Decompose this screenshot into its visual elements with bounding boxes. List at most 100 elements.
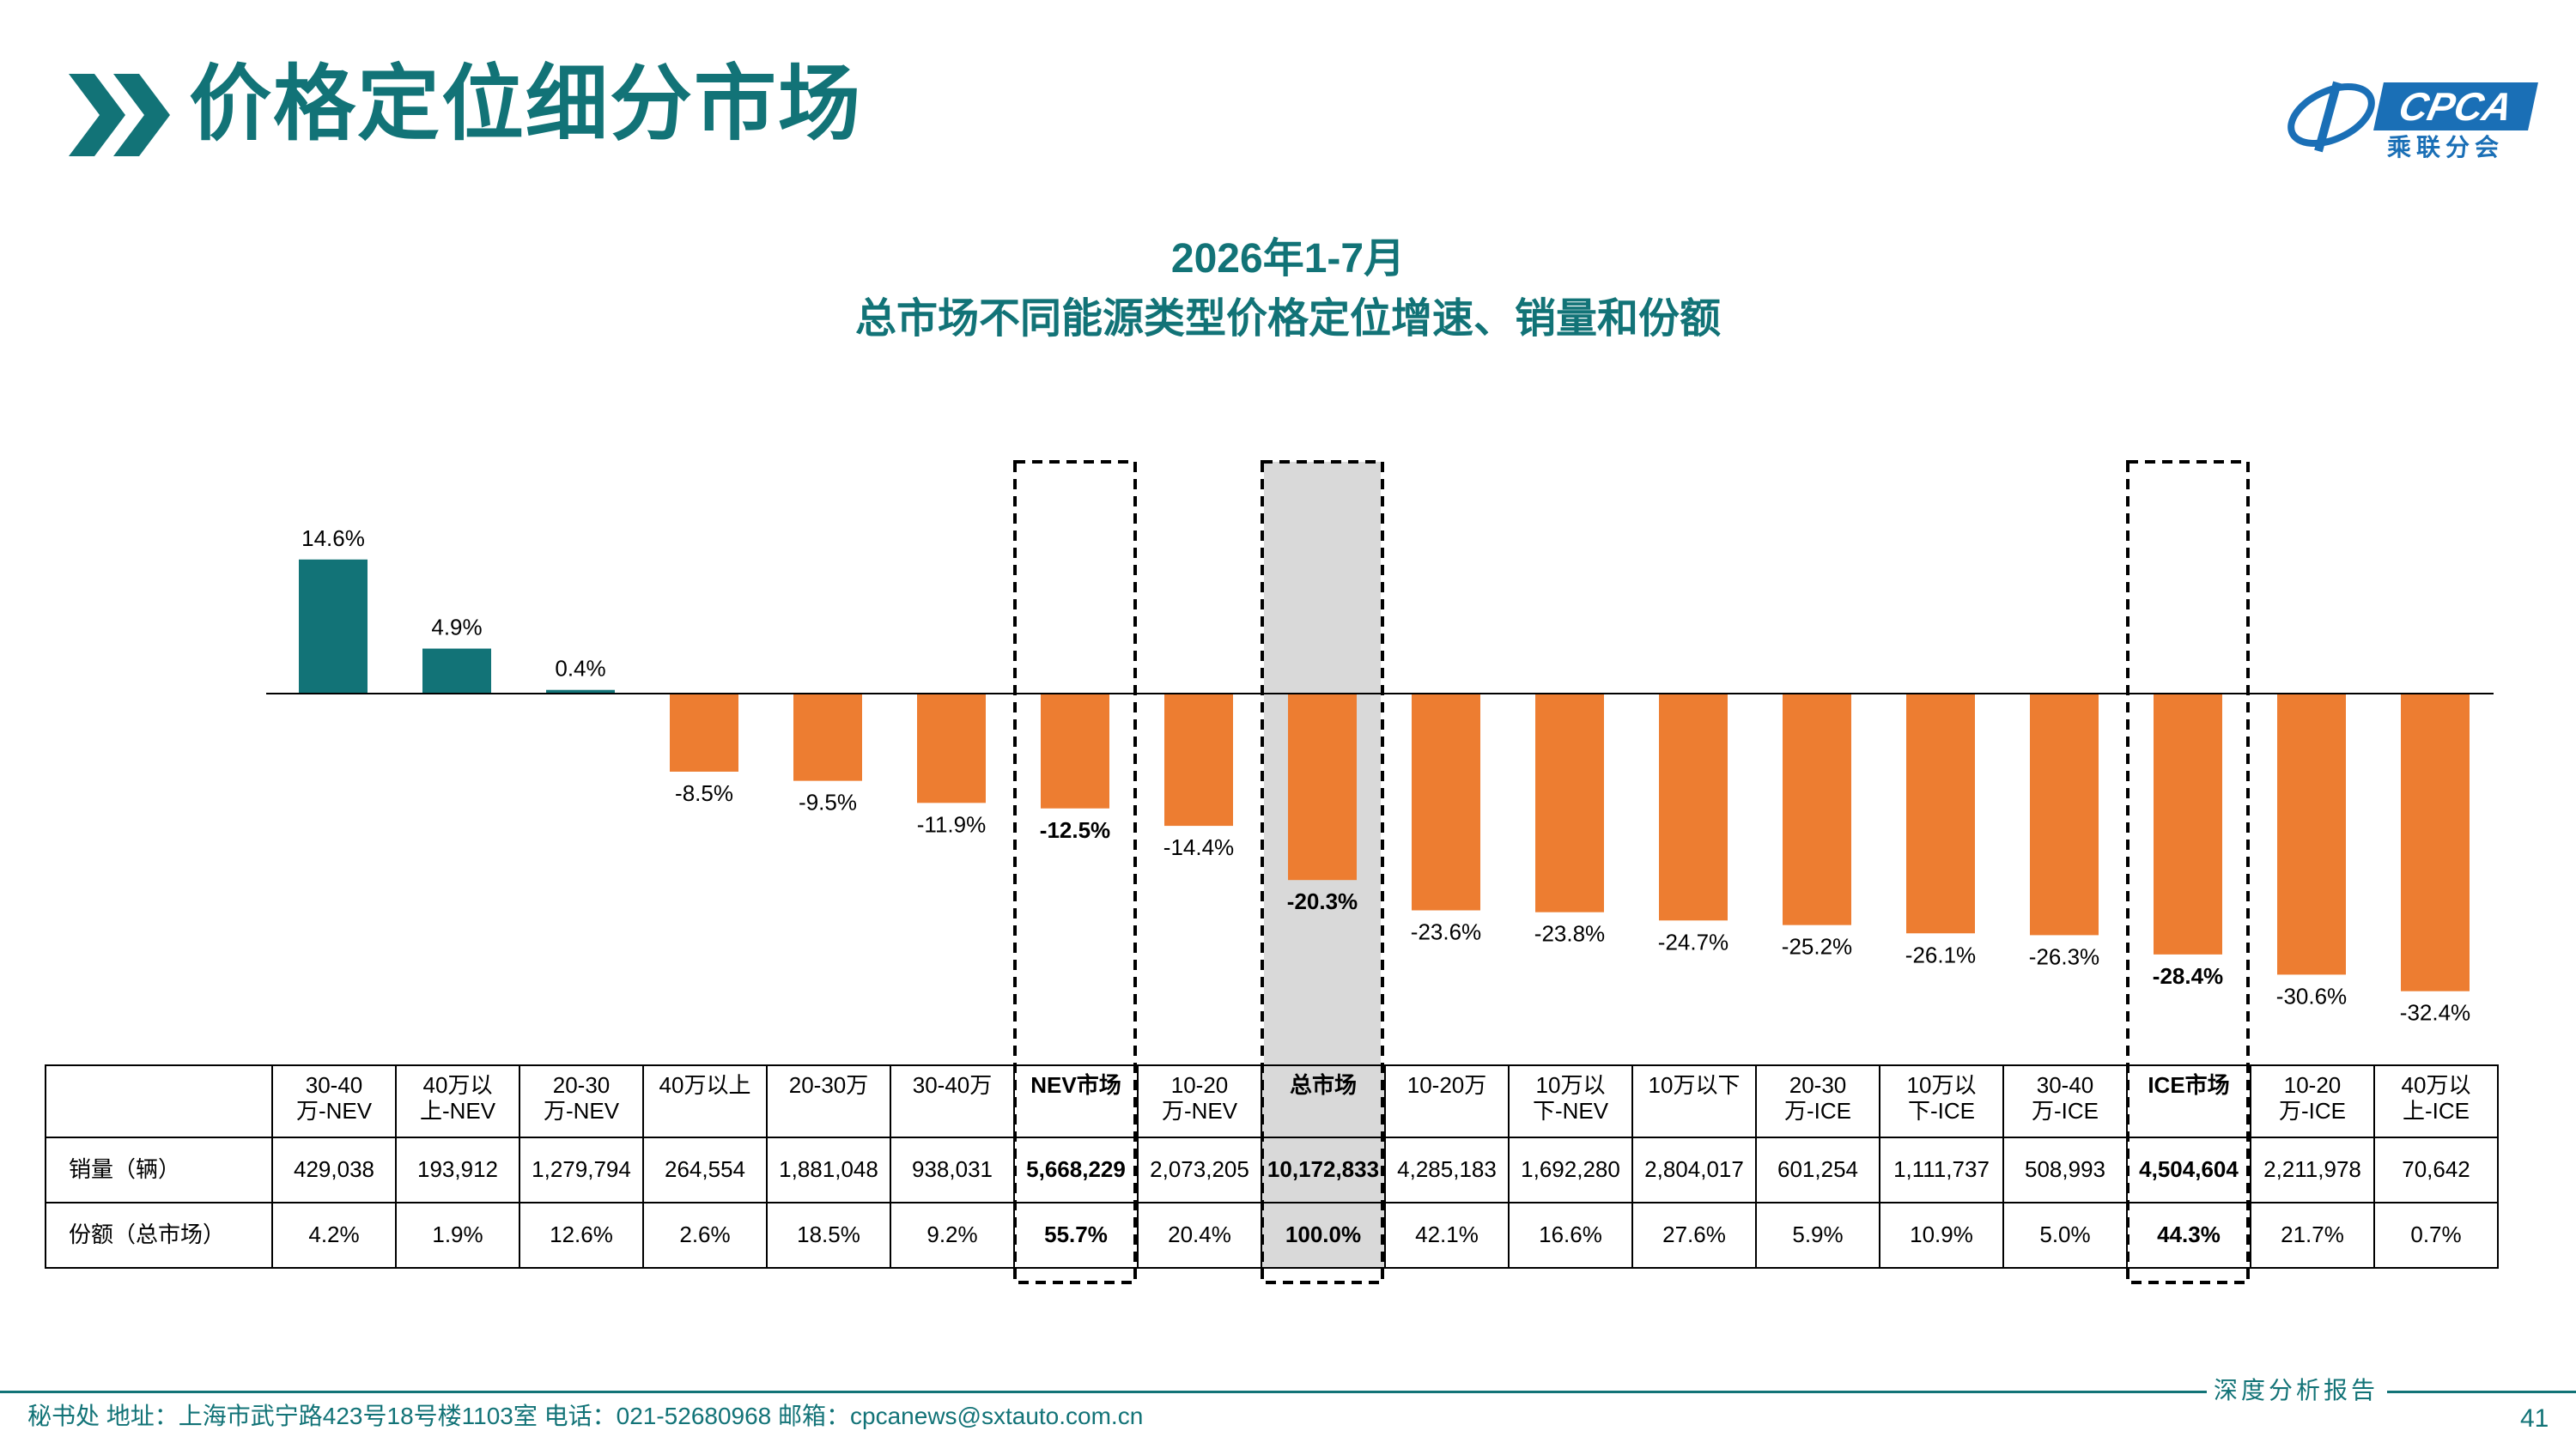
bar (1288, 694, 1357, 881)
sales-cell: 508,993 (2002, 1137, 2128, 1203)
share-cell: 5.9% (1755, 1202, 1880, 1269)
bar (299, 559, 368, 694)
table-header-text: 10万以 (1906, 1072, 1977, 1098)
share-cell: 100.0% (1261, 1202, 1386, 1269)
table-header-text: 40万以上 (659, 1072, 751, 1098)
bar (546, 689, 615, 694)
table-header-cell: 10万以下 (1631, 1064, 1757, 1138)
table-header-cell: 30-40 万-ICE (2002, 1064, 2128, 1138)
table-header-text: 30-40万 (912, 1072, 993, 1098)
share-cell: 9.2% (890, 1202, 1015, 1269)
sales-cell: 2,804,017 (1631, 1137, 1757, 1203)
table-header-cell: 20-30万 (766, 1064, 891, 1138)
table-header-cell: 总市场 (1261, 1064, 1386, 1138)
share-cell: 10.9% (1879, 1202, 2004, 1269)
footer-contact: 秘书处 地址：上海市武宁路423号18号楼1103室 电话：021-526809… (27, 1403, 1144, 1429)
bar-value-label: -8.5% (675, 780, 733, 806)
share-cell: 0.7% (2373, 1202, 2499, 1269)
table-header-cell: 30-40 万-NEV (271, 1064, 397, 1138)
bar-value-label: -30.6% (2276, 983, 2347, 1009)
cpca-logo (2284, 72, 2542, 167)
chart-subtitle: 总市场不同能源类型价格定位增速、销量和份额 (854, 296, 1721, 342)
bar-value-label: -24.7% (1658, 929, 1728, 955)
bar-value-label: -26.3% (2029, 943, 2099, 969)
table-header-text: 10万以下 (1648, 1072, 1741, 1098)
table-header-text: 上-ICE (2402, 1097, 2470, 1124)
bar (1906, 694, 1975, 934)
table-header-text: 下-NEV (1532, 1097, 1609, 1124)
bar-value-label: -25.2% (1782, 934, 1852, 960)
share-cell: 16.6% (1508, 1202, 1633, 1269)
share-cell: 55.7% (1013, 1202, 1139, 1269)
share-cell: 5.0% (2002, 1202, 2128, 1269)
table-header-cell: 20-30 万-NEV (519, 1064, 644, 1138)
table-header-cell: 10万以 下-ICE (1879, 1064, 2004, 1138)
table-header-text: 10-20 (2283, 1072, 2342, 1098)
footer-divider (0, 1391, 2207, 1393)
table-header-cell: 40万以 上-ICE (2373, 1064, 2499, 1138)
table-header-cell: 10-20 万-NEV (1137, 1064, 1262, 1138)
bar-value-label: -14.4% (1163, 834, 1234, 860)
table-header-cell: NEV市场 (1013, 1064, 1139, 1138)
sales-cell: 70,642 (2373, 1137, 2499, 1203)
table-header-text: 万-NEV (543, 1097, 620, 1124)
table-header-text: 万-ICE (1783, 1097, 1851, 1124)
table-header-text: 10万以 (1535, 1072, 1606, 1098)
sales-cell: 1,692,280 (1508, 1137, 1633, 1203)
bar-value-label: -11.9% (917, 811, 986, 837)
table-header-text: 30-40 (2036, 1072, 2094, 1098)
table-header-cell: 40万以 上-NEV (395, 1064, 520, 1138)
logo-emblem-icon (2287, 81, 2375, 153)
logo-subtitle: 乘联分会 (2387, 134, 2505, 161)
table-header-cell: 40万以上 (642, 1064, 768, 1138)
page-number: 41 (2520, 1404, 2549, 1433)
table-header-cell: 10万以 下-NEV (1508, 1064, 1633, 1138)
sales-cell: 10,172,833 (1261, 1137, 1386, 1203)
sales-cell: 4,285,183 (1384, 1137, 1510, 1203)
table-header-text: 20-30 (1789, 1072, 1847, 1098)
share-cell: 18.5% (766, 1202, 891, 1269)
sales-cell: 1,111,737 (1879, 1137, 2004, 1203)
sales-cell: 193,912 (395, 1137, 520, 1203)
bar (2030, 694, 2099, 936)
bar (1041, 694, 1109, 809)
table-header-text: 20-30 (552, 1072, 611, 1098)
table-header-cell: 20-30 万-ICE (1755, 1064, 1880, 1138)
page-title: 价格定位细分市场 (189, 58, 862, 150)
data-table: 30-40 万-NEV 40万以 上-NEV 20-30 万-NEV 40万以上 20-30万… (45, 1064, 2499, 1269)
table-header-text: NEV市场 (1030, 1072, 1121, 1098)
table-header-text: 万-NEV (1161, 1097, 1238, 1124)
bar (422, 648, 491, 694)
bar (2401, 694, 2470, 991)
share-cell: 21.7% (2250, 1202, 2375, 1269)
sales-cell: 1,881,048 (766, 1137, 891, 1203)
table-header-text: 30-40 (305, 1072, 363, 1098)
bar-value-label: 14.6% (301, 525, 365, 551)
bar (1659, 694, 1728, 921)
chart-title: 2026年1-7月 (1170, 236, 1406, 282)
sales-label: 销量（辆） (45, 1137, 273, 1203)
table-header-text: 万-ICE (2031, 1097, 2099, 1124)
table-header-text: 下-ICE (1907, 1097, 1975, 1124)
sales-cell: 601,254 (1755, 1137, 1880, 1203)
chevron-icon (69, 74, 170, 156)
table-header-cell: ICE市场 (2126, 1064, 2251, 1138)
share-cell: 44.3% (2126, 1202, 2251, 1269)
bar-value-label: -23.6% (1411, 919, 1481, 945)
bar (2154, 694, 2222, 955)
table-corner-cell (45, 1064, 273, 1138)
share-row: 份额（总市场） 4.2% 1.9% 12.6% 2.6% 18.5% 9.2% 55.7% 20… (45, 1202, 2499, 1269)
footer-divider-right (2387, 1391, 2576, 1393)
share-cell: 42.1% (1384, 1202, 1510, 1269)
sales-cell: 2,211,978 (2250, 1137, 2375, 1203)
table-header-cell: 30-40万 (890, 1064, 1015, 1138)
bar-chart: 14.6% 4.9% 0.4% -8.5% -9.5% -11.9% -12.5% -14.4… (266, 462, 2494, 1064)
share-cell: 27.6% (1631, 1202, 1757, 1269)
bar-value-label: -26.1% (1905, 942, 1976, 967)
table-header-text: ICE市场 (2148, 1072, 2230, 1098)
bar-value-label: -9.5% (799, 790, 857, 815)
bar-value-label: -32.4% (2400, 1000, 2470, 1026)
bar (1783, 694, 1851, 925)
sales-row: 销量（辆） 429,038 193,912 1,279,794 264,554 1,881… (45, 1137, 2499, 1203)
table-header-text: 40万以 (422, 1072, 493, 1098)
